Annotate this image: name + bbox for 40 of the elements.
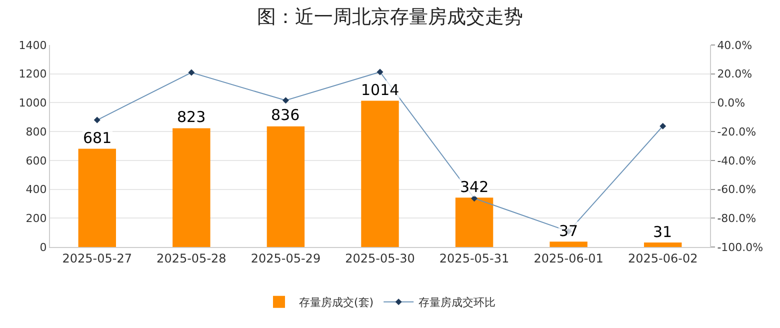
data-label: 342 bbox=[460, 178, 489, 196]
x-tick-label: 2025-05-30 bbox=[345, 251, 415, 266]
legend-label: 存量房成交(套) bbox=[299, 296, 374, 310]
bar bbox=[550, 242, 588, 247]
y2-tick-label: -60.0% bbox=[717, 183, 756, 196]
y2-tick-label: 0.0% bbox=[717, 96, 746, 110]
y2-tick-label: -20.0% bbox=[717, 125, 756, 138]
y2-tick-label: 40.0% bbox=[717, 38, 752, 52]
legend-label: 存量房成交环比 bbox=[418, 296, 496, 310]
y-tick-label: 400 bbox=[26, 183, 47, 196]
x-tick-label: 2025-06-02 bbox=[628, 251, 698, 266]
data-label: 31 bbox=[653, 223, 672, 241]
y2-tick-label: -40.0% bbox=[717, 154, 756, 168]
y2-tick-label: -80.0% bbox=[717, 212, 756, 225]
data-label: 37 bbox=[559, 222, 578, 240]
x-tick-label: 2025-05-27 bbox=[62, 251, 132, 266]
data-label: 823 bbox=[177, 108, 206, 126]
x-tick-label: 2025-06-01 bbox=[534, 251, 604, 266]
bar bbox=[361, 100, 399, 247]
bar bbox=[644, 242, 682, 247]
data-label: 681 bbox=[83, 129, 112, 147]
y-tick-label: 800 bbox=[26, 125, 47, 138]
y2-tick-label: 20.0% bbox=[717, 68, 752, 81]
x-tick-label: 2025-05-28 bbox=[156, 251, 226, 266]
y2-tick-label: -100.0% bbox=[717, 240, 764, 254]
y-tick-label: 1000 bbox=[18, 96, 47, 110]
y-tick-label: 1200 bbox=[18, 68, 47, 81]
bar bbox=[455, 198, 494, 247]
y-tick-label: 200 bbox=[26, 212, 47, 225]
data-label: 1014 bbox=[361, 81, 400, 99]
bar bbox=[266, 126, 305, 247]
chart-title: 图：近一周北京存量房成交走势 bbox=[257, 6, 523, 28]
x-tick-label: 2025-05-31 bbox=[439, 251, 510, 266]
y-tick-label: 0 bbox=[40, 240, 47, 254]
bar bbox=[78, 148, 116, 247]
y-tick-label: 1400 bbox=[18, 38, 47, 52]
data-label: 836 bbox=[271, 106, 300, 124]
y-tick-label: 600 bbox=[26, 154, 47, 168]
x-tick-label: 2025-05-29 bbox=[250, 251, 321, 266]
bar bbox=[172, 128, 210, 247]
